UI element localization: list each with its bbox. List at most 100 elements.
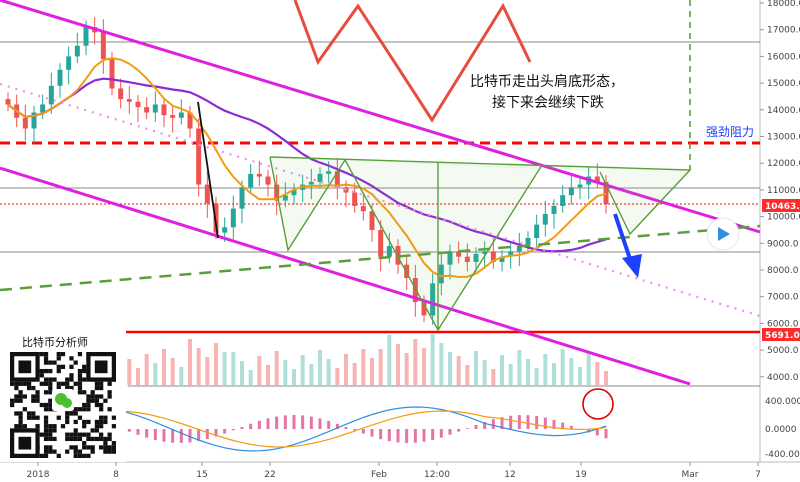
qr-module (18, 415, 23, 420)
y-tick-label: 9000.0 (767, 239, 799, 249)
volume-bar (309, 364, 314, 385)
volume-bar (396, 344, 400, 385)
qr-module (82, 368, 87, 374)
qr-module (35, 390, 40, 395)
osc-histogram-bar (257, 420, 261, 429)
qr-title: 比特币分析师 (22, 335, 88, 349)
y-tick-label: 5000.0 (767, 346, 799, 356)
qr-module (10, 402, 15, 408)
qr-module (90, 445, 95, 450)
qr-module (48, 402, 53, 408)
qr-module (90, 398, 95, 403)
qr-module (52, 360, 57, 365)
qr-module (82, 407, 87, 412)
qr-module (43, 419, 49, 425)
qr-module (107, 394, 112, 399)
volume-bar (240, 361, 244, 385)
candle-body (438, 264, 444, 284)
qr-module (26, 385, 32, 391)
qr-module (14, 381, 19, 386)
qr-module (77, 381, 83, 386)
candle-body (144, 107, 150, 113)
osc-histogram-bar (301, 415, 305, 429)
qr-module (10, 381, 15, 386)
qr-module (52, 436, 57, 442)
candle-body (334, 171, 340, 188)
qr-module (111, 445, 116, 450)
qr-module (82, 453, 87, 458)
qr-module (65, 432, 70, 437)
candle-body (126, 99, 132, 102)
zigzag-pattern (293, 0, 532, 123)
qr-module (73, 436, 78, 442)
qr-module (43, 407, 49, 412)
qr-module (65, 436, 70, 442)
qr-module (86, 436, 91, 442)
qr-module (107, 449, 112, 454)
osc-histogram-bar (214, 429, 218, 437)
qr-module (43, 428, 49, 433)
osc-histogram-bar (604, 429, 608, 439)
qr-module (99, 402, 104, 408)
candle-body (464, 256, 470, 262)
osc-histogram-bar (422, 429, 426, 442)
candle-body (525, 237, 531, 246)
osc-tick-label: 0.0000 (765, 425, 797, 435)
qr-module (31, 411, 36, 416)
y-tick-label: 6000.0 (767, 319, 799, 329)
qr-module (48, 398, 53, 403)
osc-histogram-bar (275, 416, 279, 429)
qr-module (60, 424, 66, 429)
qr-module (60, 381, 66, 386)
qr-module (52, 449, 57, 454)
current-price-box (762, 199, 800, 212)
candle-body (83, 27, 89, 46)
volume-bar (144, 354, 149, 385)
x-tick-label: 19 (575, 470, 587, 480)
qr-module (94, 428, 100, 433)
qr-module (103, 436, 108, 442)
qr-module (73, 449, 78, 454)
candle-body (412, 278, 418, 303)
candle-body (421, 302, 427, 316)
volume-bar (508, 364, 513, 385)
x-tick-label: Feb (371, 470, 387, 480)
volume-bar (569, 358, 574, 385)
candle-body (534, 224, 540, 238)
candle-body (568, 187, 574, 196)
candle-body (447, 251, 453, 265)
osc-histogram-bar (457, 429, 461, 432)
volume-bar (456, 356, 461, 385)
qr-module (69, 377, 74, 382)
qr-module (43, 424, 49, 429)
play-button[interactable] (706, 217, 740, 251)
resistance-label: 强劲阻力 (706, 125, 754, 139)
osc-histogram-bar (509, 415, 513, 429)
osc-histogram-bar (405, 429, 409, 443)
qr-module (35, 415, 40, 420)
osc-histogram-bar (145, 429, 149, 438)
qr-finder-core (18, 436, 32, 450)
drop-line (197, 101, 219, 239)
volume-bar (162, 349, 166, 385)
qr-module (90, 428, 95, 433)
qr-module (77, 436, 83, 442)
qr-module (31, 394, 36, 399)
qr-module (77, 352, 83, 357)
osc-histogram-bar (569, 425, 573, 429)
qr-module (73, 453, 78, 458)
qr-module (73, 432, 78, 437)
qr-module (39, 373, 44, 378)
qr-module (18, 398, 23, 403)
volume-bar (361, 349, 366, 385)
qr-module (18, 394, 23, 399)
candle-body (369, 211, 375, 230)
qr-module (14, 411, 19, 416)
qr-module (77, 432, 83, 437)
candle-body (187, 112, 193, 129)
qr-module (43, 352, 49, 357)
volume-bar (491, 369, 496, 385)
qr-module (73, 445, 78, 450)
x-tick-label: 12 (504, 470, 515, 480)
volume-bar (214, 343, 218, 385)
